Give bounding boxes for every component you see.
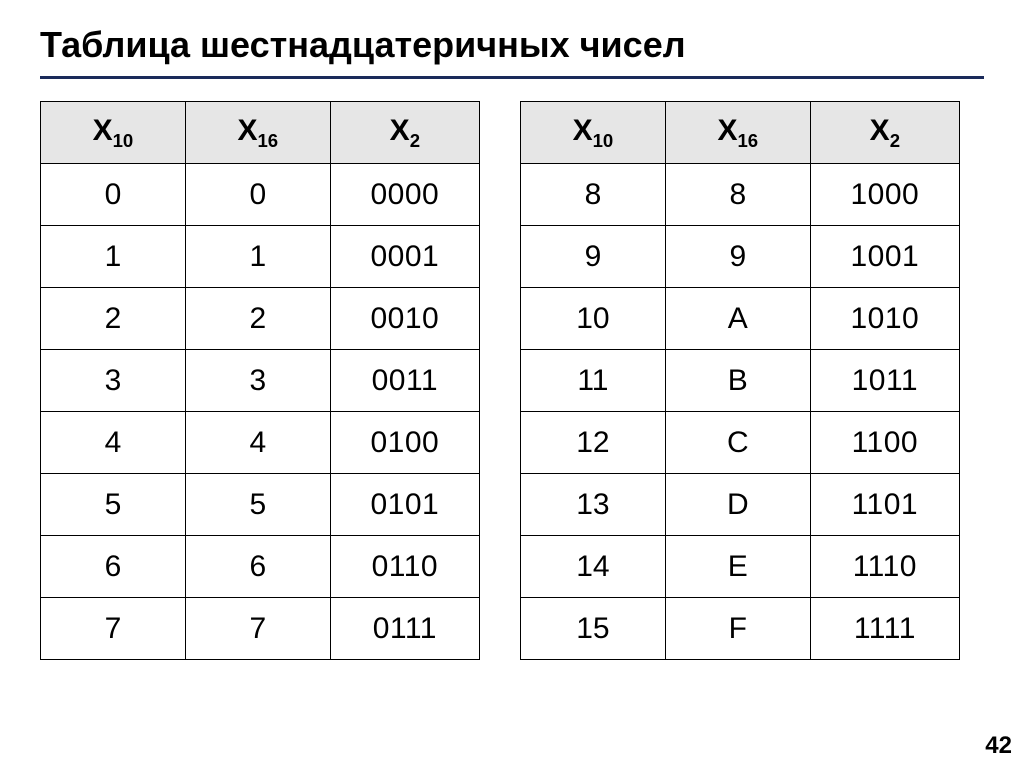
table-row: 7 7 0111 [41,598,480,660]
cell-bin: 0110 [330,536,479,598]
cell-hex: B [665,350,810,412]
table-row: 9 9 1001 [521,226,960,288]
col-header-dec: X10 [41,102,186,164]
table-row: 3 3 0011 [41,350,480,412]
cell-hex: 0 [185,164,330,226]
col-header-bin: X2 [330,102,479,164]
cell-hex: 9 [665,226,810,288]
cell-bin: 1111 [810,598,959,660]
cell-dec: 2 [41,288,186,350]
cell-bin: 1100 [810,412,959,474]
cell-bin: 1001 [810,226,959,288]
cell-hex: 2 [185,288,330,350]
table-row: 15 F 1111 [521,598,960,660]
cell-dec: 5 [41,474,186,536]
cell-dec: 7 [41,598,186,660]
table-row: 14 E 1110 [521,536,960,598]
cell-bin: 1000 [810,164,959,226]
tables-container: X10 X16 X2 0 0 0000 1 1 0001 2 2 0010 [40,101,984,660]
table-row: 0 0 0000 [41,164,480,226]
cell-bin: 1010 [810,288,959,350]
cell-bin: 1110 [810,536,959,598]
cell-hex: D [665,474,810,536]
cell-dec: 11 [521,350,666,412]
cell-dec: 15 [521,598,666,660]
cell-dec: 0 [41,164,186,226]
table-header-row: X10 X16 X2 [521,102,960,164]
cell-bin: 0011 [330,350,479,412]
cell-bin: 0010 [330,288,479,350]
cell-dec: 12 [521,412,666,474]
cell-bin: 1101 [810,474,959,536]
cell-dec: 4 [41,412,186,474]
cell-dec: 9 [521,226,666,288]
cell-hex: 8 [665,164,810,226]
cell-dec: 1 [41,226,186,288]
table-row: 1 1 0001 [41,226,480,288]
table-row: 11 B 1011 [521,350,960,412]
col-header-bin: X2 [810,102,959,164]
cell-hex: 4 [185,412,330,474]
cell-bin: 0001 [330,226,479,288]
table-row: 5 5 0101 [41,474,480,536]
cell-bin: 0100 [330,412,479,474]
cell-dec: 14 [521,536,666,598]
cell-dec: 8 [521,164,666,226]
cell-bin: 1011 [810,350,959,412]
table-header-row: X10 X16 X2 [41,102,480,164]
table-row: 6 6 0110 [41,536,480,598]
cell-dec: 13 [521,474,666,536]
col-header-hex: X16 [665,102,810,164]
cell-bin: 0101 [330,474,479,536]
cell-hex: A [665,288,810,350]
table-row: 8 8 1000 [521,164,960,226]
cell-hex: 5 [185,474,330,536]
hex-table-left: X10 X16 X2 0 0 0000 1 1 0001 2 2 0010 [40,101,480,660]
cell-hex: 3 [185,350,330,412]
page-number: 42 [985,732,1012,760]
hex-table-right: X10 X16 X2 8 8 1000 9 9 1001 10 A 1010 [520,101,960,660]
page-title: Таблица шестнадцатеричных чисел [40,24,984,79]
cell-dec: 3 [41,350,186,412]
cell-hex: 1 [185,226,330,288]
cell-dec: 10 [521,288,666,350]
col-header-hex: X16 [185,102,330,164]
table-row: 12 C 1100 [521,412,960,474]
col-header-dec: X10 [521,102,666,164]
table-row: 2 2 0010 [41,288,480,350]
cell-hex: C [665,412,810,474]
table-row: 4 4 0100 [41,412,480,474]
cell-bin: 0000 [330,164,479,226]
cell-hex: F [665,598,810,660]
table-row: 10 A 1010 [521,288,960,350]
cell-hex: 6 [185,536,330,598]
cell-bin: 0111 [330,598,479,660]
cell-dec: 6 [41,536,186,598]
table-row: 13 D 1101 [521,474,960,536]
cell-hex: 7 [185,598,330,660]
cell-hex: E [665,536,810,598]
